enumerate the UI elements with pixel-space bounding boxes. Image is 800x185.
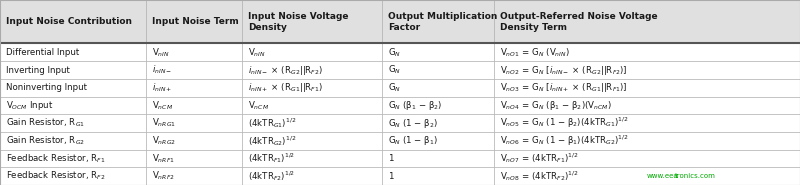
Bar [382,0,494,43]
Text: V$_{nO6}$ = G$_N$ (1 − β$_1$)(4kTR$_{G2}$)$^{1/2}$: V$_{nO6}$ = G$_N$ (1 − β$_1$)(4kTR$_{G2}… [500,134,629,148]
Bar [0,97,146,114]
Text: $i_{nIN+}$: $i_{nIN+}$ [152,81,172,94]
Text: tronics.com: tronics.com [674,173,715,179]
Text: Input Noise Voltage
Density: Input Noise Voltage Density [248,12,349,32]
Text: (4kTR$_{G1}$)$^{1/2}$: (4kTR$_{G1}$)$^{1/2}$ [248,116,296,130]
Bar [0,150,146,167]
Text: 1: 1 [388,154,394,163]
Bar [382,150,494,167]
Text: V$_{OCM}$ Input: V$_{OCM}$ Input [6,99,53,112]
Bar [242,114,382,132]
Text: V$_{nIN}$: V$_{nIN}$ [152,46,170,59]
Text: $i_{nIN+}$ × (R$_{G1}$||R$_{F1}$): $i_{nIN+}$ × (R$_{G1}$||R$_{F1}$) [248,81,323,94]
Bar [0,167,146,185]
Text: V$_{nIN}$: V$_{nIN}$ [248,46,266,59]
Bar [242,79,382,97]
Bar [382,79,494,97]
Text: V$_{nO1}$ = G$_N$ (V$_{nIN}$): V$_{nO1}$ = G$_N$ (V$_{nIN}$) [500,46,570,59]
Text: V$_{nRF1}$: V$_{nRF1}$ [152,152,174,165]
Text: Noninverting Input: Noninverting Input [6,83,86,92]
Text: (4kTR$_{G2}$)$^{1/2}$: (4kTR$_{G2}$)$^{1/2}$ [248,134,296,148]
Text: G$_N$ (1 − β$_1$): G$_N$ (1 − β$_1$) [388,134,438,147]
Bar [146,43,242,61]
Text: G$_N$: G$_N$ [388,46,401,59]
Bar [382,167,494,185]
Text: V$_{nO2}$ = G$_N$ [$i_{nIN-}$ × (R$_{G2}$||R$_{F2}$)]: V$_{nO2}$ = G$_N$ [$i_{nIN-}$ × (R$_{G2}… [500,63,628,77]
Text: V$_{nO8}$ = (4kTR$_{F2}$)$^{1/2}$: V$_{nO8}$ = (4kTR$_{F2}$)$^{1/2}$ [500,169,578,183]
Text: Output Multiplication
Factor: Output Multiplication Factor [388,12,498,32]
Bar [0,61,146,79]
Bar [382,132,494,150]
Bar [242,167,382,185]
Text: $i_{nIN-}$ × (R$_{G2}$||R$_{F2}$): $i_{nIN-}$ × (R$_{G2}$||R$_{F2}$) [248,63,323,77]
Text: Feedback Resistor, R$_{F2}$: Feedback Resistor, R$_{F2}$ [6,170,105,182]
Text: Gain Resistor, R$_{G1}$: Gain Resistor, R$_{G1}$ [6,117,85,129]
Bar [146,79,242,97]
Bar [494,114,800,132]
Bar [146,61,242,79]
Text: V$_{nRG2}$: V$_{nRG2}$ [152,134,176,147]
Text: $i_{nIN-}$: $i_{nIN-}$ [152,64,172,76]
Bar [0,114,146,132]
Bar [382,43,494,61]
Text: V$_{nCM}$: V$_{nCM}$ [248,99,269,112]
Text: V$_{nO3}$ = G$_N$ [$i_{nIN+}$ × (R$_{G1}$||R$_{F1}$)]: V$_{nO3}$ = G$_N$ [$i_{nIN+}$ × (R$_{G1}… [500,81,628,94]
Text: V$_{nO7}$ = (4kTR$_{F1}$)$^{1/2}$: V$_{nO7}$ = (4kTR$_{F1}$)$^{1/2}$ [500,152,578,165]
Bar [242,43,382,61]
Bar [146,114,242,132]
Text: G$_N$: G$_N$ [388,81,401,94]
Text: Inverting Input: Inverting Input [6,65,70,75]
Bar [242,132,382,150]
Text: Input Noise Contribution: Input Noise Contribution [6,17,131,26]
Text: G$_N$ (1 − β$_2$): G$_N$ (1 − β$_2$) [388,117,438,130]
Text: Output-Referred Noise Voltage
Density Term: Output-Referred Noise Voltage Density Te… [500,12,658,32]
Text: V$_{nRG1}$: V$_{nRG1}$ [152,117,176,129]
Text: G$_N$ (β$_1$ − β$_2$): G$_N$ (β$_1$ − β$_2$) [388,99,442,112]
Bar [146,132,242,150]
Bar [494,0,800,43]
Bar [146,167,242,185]
Text: (4kTR$_{F2}$)$^{1/2}$: (4kTR$_{F2}$)$^{1/2}$ [248,169,295,183]
Text: V$_{nO4}$ = G$_N$ (β$_1$ − β$_2$)(V$_{nCM}$): V$_{nO4}$ = G$_N$ (β$_1$ − β$_2$)(V$_{nC… [500,99,612,112]
Bar [146,97,242,114]
Bar [0,79,146,97]
Text: 1: 1 [388,172,394,181]
Text: V$_{nCM}$: V$_{nCM}$ [152,99,173,112]
Text: V$_{nRF2}$: V$_{nRF2}$ [152,170,174,182]
Bar [494,167,800,185]
Text: www.eea: www.eea [646,173,678,179]
Bar [382,97,494,114]
Bar [494,43,800,61]
Bar [146,150,242,167]
Bar [494,132,800,150]
Bar [242,61,382,79]
Text: Feedback Resistor, R$_{F1}$: Feedback Resistor, R$_{F1}$ [6,152,105,165]
Text: (4kTR$_{F1}$)$^{1/2}$: (4kTR$_{F1}$)$^{1/2}$ [248,152,295,165]
Bar [0,132,146,150]
Bar [494,97,800,114]
Bar [382,61,494,79]
Text: Differential Input: Differential Input [6,48,79,57]
Bar [0,0,146,43]
Text: Input Noise Term: Input Noise Term [152,17,238,26]
Bar [494,61,800,79]
Bar [0,43,146,61]
Bar [382,114,494,132]
Text: Gain Resistor, R$_{G2}$: Gain Resistor, R$_{G2}$ [6,134,85,147]
Bar [494,79,800,97]
Text: V$_{nO5}$ = G$_N$ (1 − β$_2$)(4kTR$_{G1}$)$^{1/2}$: V$_{nO5}$ = G$_N$ (1 − β$_2$)(4kTR$_{G1}… [500,116,629,130]
Bar [242,97,382,114]
Text: G$_N$: G$_N$ [388,64,401,76]
Bar [242,0,382,43]
Bar [146,0,242,43]
Bar [242,150,382,167]
Bar [494,150,800,167]
